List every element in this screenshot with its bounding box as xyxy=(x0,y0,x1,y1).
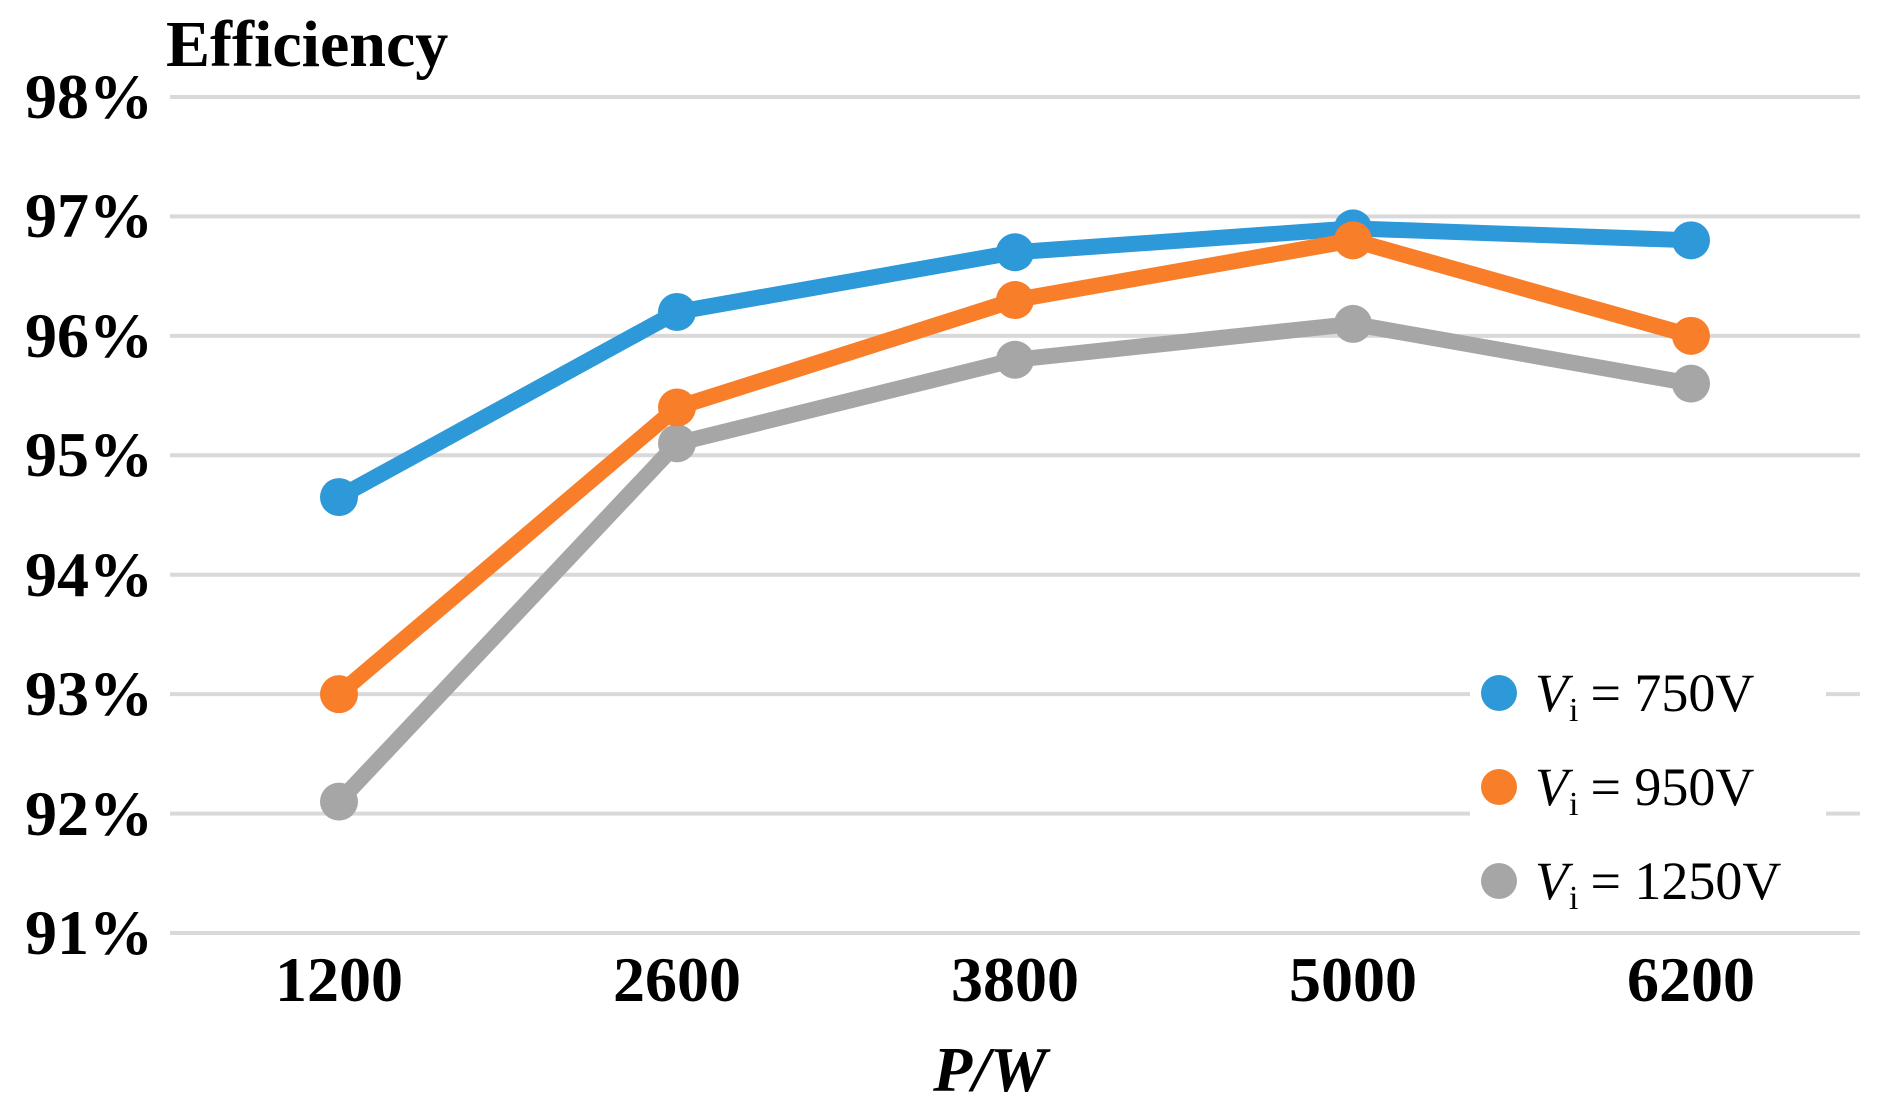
data-point-Vi950V-6200 xyxy=(1672,316,1710,355)
y-tick-label-97pct: 97% xyxy=(25,180,153,252)
x-tick-label-2600: 2600 xyxy=(613,944,741,1015)
legend-background xyxy=(1470,655,1826,913)
legend-item-1250v: Vi = 1250V xyxy=(1481,851,1782,916)
legend-marker-750v-icon xyxy=(1481,675,1517,711)
legend-label-950v: Vi = 950V xyxy=(1535,757,1755,822)
x-tick-label-1200: 1200 xyxy=(275,944,403,1015)
data-point-Vi1250V-1200 xyxy=(320,782,358,821)
data-point-Vi750V-3800 xyxy=(996,233,1034,272)
legend-label-750v-subscript: i xyxy=(1569,692,1579,729)
y-tick-label-91pct: 91% xyxy=(25,897,153,968)
data-point-Vi1250V-3800 xyxy=(996,340,1034,379)
chart-title: Efficiency xyxy=(166,8,449,81)
data-point-Vi950V-5000 xyxy=(1334,221,1372,260)
legend-label-1250v-symbol: V xyxy=(1535,851,1568,911)
data-point-Vi1250V-2600 xyxy=(658,424,696,463)
y-tick-label-95pct: 95% xyxy=(25,419,153,491)
legend-label-750v: Vi = 750V xyxy=(1535,663,1755,728)
x-axis-title: P/W xyxy=(933,1038,1047,1102)
y-tick-label-92pct: 92% xyxy=(25,777,153,849)
legend-label-1250v-value: = 1250V xyxy=(1590,851,1782,911)
x-axis-title-symbol: P xyxy=(933,1034,973,1105)
legend-label-750v-value: = 750V xyxy=(1590,663,1755,723)
legend-item-750v: Vi = 750V xyxy=(1481,663,1755,728)
data-point-Vi750V-2600 xyxy=(658,292,696,331)
data-point-Vi750V-6200 xyxy=(1672,221,1710,260)
x-tick-label-3800: 3800 xyxy=(951,944,1079,1015)
legend-item-950v: Vi = 950V xyxy=(1481,757,1755,822)
x-tick-label-5000: 5000 xyxy=(1289,944,1417,1015)
y-tick-label-98pct: 98% xyxy=(25,61,153,132)
y-tick-label-93pct: 93% xyxy=(25,658,153,730)
legend-label-950v-subscript: i xyxy=(1569,786,1579,823)
data-point-Vi1250V-5000 xyxy=(1334,304,1372,343)
legend-label-950v-symbol: V xyxy=(1535,757,1568,817)
legend-label-1250v: Vi = 1250V xyxy=(1535,851,1782,916)
legend-label-750v-symbol: V xyxy=(1535,663,1568,723)
legend-marker-950v-icon xyxy=(1481,769,1517,805)
data-point-Vi950V-3800 xyxy=(996,281,1034,320)
legend-label-1250v-subscript: i xyxy=(1569,880,1579,917)
x-tick-label-6200: 6200 xyxy=(1627,944,1755,1015)
x-axis-title-unit: /W xyxy=(972,1034,1047,1105)
data-point-Vi1250V-6200 xyxy=(1672,364,1710,403)
legend-label-950v-value: = 950V xyxy=(1590,757,1755,817)
data-point-Vi750V-1200 xyxy=(320,478,358,517)
y-tick-label-94pct: 94% xyxy=(25,538,153,610)
y-tick-label-96pct: 96% xyxy=(25,299,153,371)
legend-marker-1250v-icon xyxy=(1481,863,1517,899)
data-point-Vi950V-2600 xyxy=(658,388,696,427)
data-point-Vi950V-1200 xyxy=(320,675,358,714)
